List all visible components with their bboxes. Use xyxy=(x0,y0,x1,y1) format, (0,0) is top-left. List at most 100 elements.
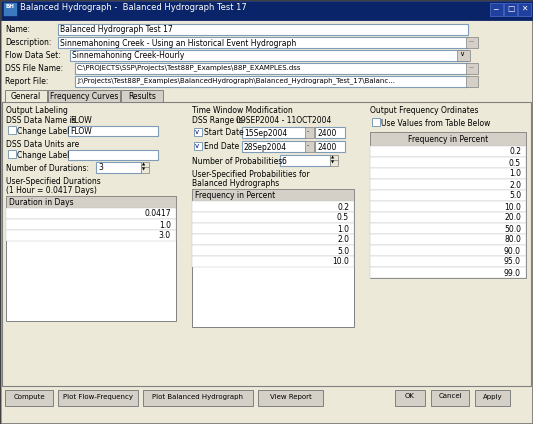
Bar xyxy=(6,196,176,321)
Text: DSS Range is: DSS Range is xyxy=(192,116,243,125)
Text: FLOW: FLOW xyxy=(70,128,92,137)
Text: Plot Balanced Hydrograph: Plot Balanced Hydrograph xyxy=(152,393,244,399)
Bar xyxy=(466,37,478,48)
Bar xyxy=(192,245,354,256)
Bar xyxy=(75,76,468,87)
Bar xyxy=(141,162,149,168)
Bar xyxy=(305,141,314,152)
Bar xyxy=(5,90,47,102)
Text: User-Specified Probabilities for: User-Specified Probabilities for xyxy=(192,170,310,179)
Bar xyxy=(431,390,469,406)
Text: 3: 3 xyxy=(98,164,103,173)
Bar xyxy=(242,127,306,138)
Text: 15Sep2004: 15Sep2004 xyxy=(244,128,287,137)
Bar xyxy=(5,390,53,406)
Bar xyxy=(6,196,176,208)
Text: 5.0: 5.0 xyxy=(337,246,349,256)
Bar xyxy=(143,390,253,406)
Text: Change Label: Change Label xyxy=(17,126,69,136)
Text: DSS Data Name is: DSS Data Name is xyxy=(6,116,76,125)
Text: 20.0: 20.0 xyxy=(504,214,521,223)
Bar xyxy=(457,50,470,61)
Bar xyxy=(75,63,468,74)
Bar xyxy=(370,212,526,223)
Text: User-Specified Durations: User-Specified Durations xyxy=(6,177,101,186)
Text: Output Labeling: Output Labeling xyxy=(6,106,68,115)
Text: J:\Projects\Test88P_Examples\BalancedHydrograph\Balanced_Hydrograph_Test_17\Bala: J:\Projects\Test88P_Examples\BalancedHyd… xyxy=(77,78,395,84)
Bar xyxy=(192,189,354,327)
Bar xyxy=(58,24,468,35)
Bar xyxy=(4,3,17,16)
Text: BH: BH xyxy=(5,4,14,9)
Text: 50.0: 50.0 xyxy=(504,224,521,234)
Text: ...: ... xyxy=(468,39,474,44)
Bar xyxy=(48,90,120,102)
Bar xyxy=(370,234,526,245)
Text: ▲: ▲ xyxy=(331,156,334,159)
Text: Duration in Days: Duration in Days xyxy=(9,198,74,207)
Text: ∨: ∨ xyxy=(459,51,464,58)
Text: 0.2: 0.2 xyxy=(337,203,349,212)
Bar xyxy=(370,201,526,212)
Text: □: □ xyxy=(507,4,514,13)
Text: 6: 6 xyxy=(282,156,287,165)
Text: ..: .. xyxy=(306,128,310,134)
Text: 0.5: 0.5 xyxy=(509,159,521,167)
Text: 2.0: 2.0 xyxy=(509,181,521,190)
Bar xyxy=(68,150,158,160)
Text: 90.0: 90.0 xyxy=(504,246,521,256)
Bar xyxy=(2,102,531,386)
Text: Frequency in Percent: Frequency in Percent xyxy=(195,191,275,200)
Bar xyxy=(518,3,531,16)
Bar xyxy=(6,219,176,230)
Bar xyxy=(466,63,478,74)
Bar xyxy=(370,256,526,267)
Text: 1.0: 1.0 xyxy=(509,170,521,179)
Bar xyxy=(141,167,149,173)
Text: (1 Hour = 0.0417 Days): (1 Hour = 0.0417 Days) xyxy=(6,186,97,195)
Text: General: General xyxy=(11,92,41,101)
Bar xyxy=(192,201,354,212)
Text: Description:: Description: xyxy=(5,38,51,47)
Bar xyxy=(370,223,526,234)
Text: DSS File Name:: DSS File Name: xyxy=(5,64,63,73)
Text: Results: Results xyxy=(128,92,156,101)
Bar xyxy=(194,142,202,150)
Text: End Date: End Date xyxy=(204,142,239,151)
Text: ▼: ▼ xyxy=(331,161,334,165)
Bar xyxy=(192,234,354,245)
Text: ▼: ▼ xyxy=(142,167,145,171)
Text: Flow Data Set:: Flow Data Set: xyxy=(5,51,61,60)
Text: Sinnemahoning Creek - Using an Historical Event Hydrograph: Sinnemahoning Creek - Using an Historica… xyxy=(60,39,296,47)
Bar xyxy=(258,390,323,406)
Bar xyxy=(6,230,176,241)
Text: Change Label: Change Label xyxy=(17,151,69,159)
Text: Balanced Hydrographs: Balanced Hydrographs xyxy=(192,179,279,188)
Bar xyxy=(315,127,345,138)
Text: Time Window Modification: Time Window Modification xyxy=(192,106,293,115)
Text: ✕: ✕ xyxy=(521,4,527,13)
Text: OK: OK xyxy=(405,393,415,399)
Text: Start Date: Start Date xyxy=(204,128,244,137)
Bar xyxy=(1,1,532,20)
Bar xyxy=(8,150,16,158)
Text: Balanced Hydrograph -  Balanced Hydrograph Test 17: Balanced Hydrograph - Balanced Hydrograp… xyxy=(20,3,247,12)
Text: Output Frequency Ordinates: Output Frequency Ordinates xyxy=(370,106,479,115)
Bar xyxy=(370,267,526,278)
Bar xyxy=(192,189,354,201)
Text: Frequency in Percent: Frequency in Percent xyxy=(408,135,488,144)
Text: Compute: Compute xyxy=(13,393,45,399)
Bar xyxy=(475,390,510,406)
Text: ...: ... xyxy=(468,64,474,70)
Bar xyxy=(280,155,330,166)
Text: Number of Durations:: Number of Durations: xyxy=(6,164,89,173)
Text: 99.0: 99.0 xyxy=(504,268,521,277)
Bar xyxy=(372,118,380,126)
Bar xyxy=(242,141,306,152)
Bar xyxy=(192,212,354,223)
Bar xyxy=(370,146,526,157)
Bar xyxy=(395,390,425,406)
Text: 2400: 2400 xyxy=(317,128,336,137)
Text: 2400: 2400 xyxy=(317,142,336,151)
Text: 95.0: 95.0 xyxy=(504,257,521,267)
